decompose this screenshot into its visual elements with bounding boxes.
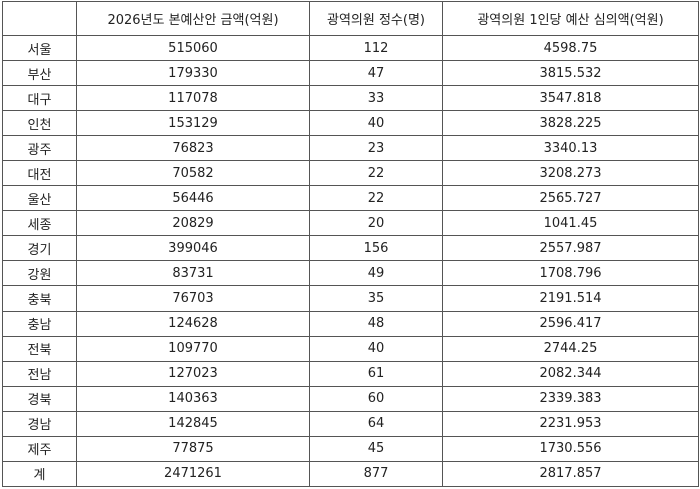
cell-budget: 124628 xyxy=(76,310,310,337)
cell-region: 서울 xyxy=(2,34,77,62)
cell-members: 64 xyxy=(309,410,443,437)
cell-region: 대전 xyxy=(2,160,77,187)
cell-budget: 142845 xyxy=(76,410,310,437)
cell-members: 35 xyxy=(309,285,443,312)
cell-region: 광주 xyxy=(2,135,77,162)
cell-members: 40 xyxy=(309,335,443,362)
table-row: 전북 109770 40 2744.25 xyxy=(2,335,699,362)
cell-budget: 117078 xyxy=(76,85,310,112)
cell-per-member: 1730.556 xyxy=(442,435,699,462)
cell-per-member: 2339.383 xyxy=(442,385,699,412)
cell-members: 23 xyxy=(309,135,443,162)
cell-per-member: 2557.987 xyxy=(442,235,699,262)
cell-budget: 83731 xyxy=(76,260,310,287)
cell-budget: 56446 xyxy=(76,185,310,212)
cell-members: 47 xyxy=(309,60,443,87)
cell-members: 112 xyxy=(309,34,443,62)
table-row: 경북 140363 60 2339.383 xyxy=(2,385,699,412)
table-row: 대전 70582 22 3208.273 xyxy=(2,160,699,187)
cell-region: 전북 xyxy=(2,335,77,362)
cell-budget: 70582 xyxy=(76,160,310,187)
cell-per-member: 2565.727 xyxy=(442,185,699,212)
cell-members: 156 xyxy=(309,235,443,262)
cell-members: 22 xyxy=(309,185,443,212)
cell-region: 경북 xyxy=(2,385,77,412)
cell-members: 22 xyxy=(309,160,443,187)
cell-per-member: 2596.417 xyxy=(442,310,699,337)
cell-region: 충남 xyxy=(2,310,77,337)
header-per-member: 광역의원 1인당 예산 심의액(억원) xyxy=(442,1,699,36)
header-members: 광역의원 정수(명) xyxy=(309,1,443,36)
cell-per-member: 3828.225 xyxy=(442,110,699,137)
cell-budget: 140363 xyxy=(76,385,310,412)
cell-budget: 20829 xyxy=(76,210,310,237)
cell-per-member: 2817.857 xyxy=(442,460,699,488)
cell-region: 인천 xyxy=(2,110,77,137)
cell-budget: 153129 xyxy=(76,110,310,137)
table-row: 울산 56446 22 2565.727 xyxy=(2,185,699,212)
header-budget: 2026년도 본예산안 금액(억원) xyxy=(76,1,310,36)
cell-per-member: 1708.796 xyxy=(442,260,699,287)
table-row: 서울 515060 112 4598.75 xyxy=(2,34,699,62)
table-row: 대구 117078 33 3547.818 xyxy=(2,85,699,112)
header-row: 2026년도 본예산안 금액(억원) 광역의원 정수(명) 광역의원 1인당 예… xyxy=(2,1,699,36)
table-row: 강원 83731 49 1708.796 xyxy=(2,260,699,287)
cell-members: 20 xyxy=(309,210,443,237)
cell-budget: 2471261 xyxy=(76,460,310,488)
cell-members: 60 xyxy=(309,385,443,412)
table-row: 전남 127023 61 2082.344 xyxy=(2,360,699,387)
cell-per-member: 2082.344 xyxy=(442,360,699,387)
cell-members: 49 xyxy=(309,260,443,287)
table-row: 경남 142845 64 2231.953 xyxy=(2,410,699,437)
cell-members: 33 xyxy=(309,85,443,112)
table-row: 부산 179330 47 3815.532 xyxy=(2,60,699,87)
table-row: 세종 20829 20 1041.45 xyxy=(2,210,699,237)
cell-budget: 515060 xyxy=(76,34,310,62)
cell-budget: 127023 xyxy=(76,360,310,387)
cell-per-member: 2231.953 xyxy=(442,410,699,437)
cell-per-member: 3815.532 xyxy=(442,60,699,87)
cell-budget: 76703 xyxy=(76,285,310,312)
cell-budget: 399046 xyxy=(76,235,310,262)
cell-members: 40 xyxy=(309,110,443,137)
table-row: 인천 153129 40 3828.225 xyxy=(2,110,699,137)
header-corner xyxy=(2,1,77,36)
table-row: 경기 399046 156 2557.987 xyxy=(2,235,699,262)
cell-region: 경기 xyxy=(2,235,77,262)
cell-region: 세종 xyxy=(2,210,77,237)
cell-region: 경남 xyxy=(2,410,77,437)
cell-per-member: 2191.514 xyxy=(442,285,699,312)
cell-region: 전남 xyxy=(2,360,77,387)
cell-per-member: 4598.75 xyxy=(442,34,699,62)
cell-per-member: 1041.45 xyxy=(442,210,699,237)
table-row: 광주 76823 23 3340.13 xyxy=(2,135,699,162)
cell-budget: 179330 xyxy=(76,60,310,87)
cell-budget: 109770 xyxy=(76,335,310,362)
cell-region: 대구 xyxy=(2,85,77,112)
cell-members: 61 xyxy=(309,360,443,387)
cell-region: 부산 xyxy=(2,60,77,87)
table-row: 제주 77875 45 1730.556 xyxy=(2,435,699,462)
cell-region: 계 xyxy=(2,460,77,488)
table-row: 계 2471261 877 2817.857 xyxy=(2,460,699,488)
cell-region: 제주 xyxy=(2,435,77,462)
cell-per-member: 3208.273 xyxy=(442,160,699,187)
cell-members: 45 xyxy=(309,435,443,462)
cell-region: 울산 xyxy=(2,185,77,212)
table-row: 충북 76703 35 2191.514 xyxy=(2,285,699,312)
cell-per-member: 3340.13 xyxy=(442,135,699,162)
cell-region: 강원 xyxy=(2,260,77,287)
cell-per-member: 3547.818 xyxy=(442,85,699,112)
cell-per-member: 2744.25 xyxy=(442,335,699,362)
cell-members: 877 xyxy=(309,460,443,488)
cell-members: 48 xyxy=(309,310,443,337)
cell-region: 충북 xyxy=(2,285,77,312)
table-row: 충남 124628 48 2596.417 xyxy=(2,310,699,337)
cell-budget: 76823 xyxy=(76,135,310,162)
cell-budget: 77875 xyxy=(76,435,310,462)
